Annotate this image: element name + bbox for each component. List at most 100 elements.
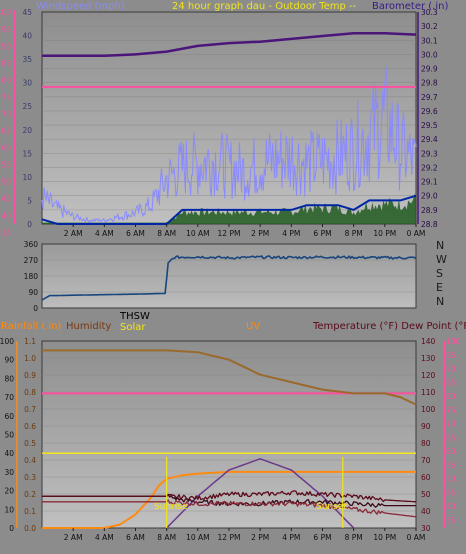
humidity-axis-title: Humidity [66, 321, 112, 332]
temperature-y-label-11: 140 [421, 337, 436, 346]
humidity-y-label-1: 10 [4, 505, 14, 514]
barometer-y-label-1: 28.9 [421, 206, 438, 215]
outer-temp-y-label-8: 75 [446, 406, 456, 415]
solar-legend: Solar [120, 322, 146, 333]
outer-temp-y-label-10: 85 [446, 378, 456, 387]
humidity-y-label-2: 20 [4, 487, 14, 496]
direction-letter-s: S [436, 267, 443, 280]
rainfall-y-label-11: 1.1 [24, 337, 36, 346]
wind-outer-y-label-7: 70 [1, 110, 11, 119]
uv-series [166, 458, 355, 529]
barometer-y-label-11: 29.9 [421, 65, 438, 74]
wind-outer-y-label-10: 85 [1, 59, 11, 68]
temperature-y-label-0: 30 [421, 524, 431, 533]
humidity-y-label-6: 60 [4, 412, 14, 421]
wind-gust-series [41, 65, 417, 223]
barometer-y-label-7: 29.5 [421, 121, 438, 130]
top-x-label-3: 8 AM [157, 229, 176, 238]
temperature-series [42, 490, 417, 503]
bottom-x-label-1: 4 AM [95, 533, 114, 542]
bottom-x-label-5: 12 PM [218, 533, 241, 542]
direction-y-label-4: 360 [24, 240, 39, 249]
top-x-label-9: 8 PM [345, 229, 363, 238]
outer-temp-y-label-0: 35 [446, 516, 456, 525]
temperature-dewpoint-axis-title: Temperature (°F) Dew Point (°F) [313, 321, 466, 332]
top-x-label-7: 4 PM [282, 229, 300, 238]
rainfall-y-label-3: 0.3 [24, 473, 36, 482]
top-x-label-1: 4 AM [95, 229, 114, 238]
top-x-label-11: 0 AM [407, 229, 426, 238]
windspeed-axis-title: Windspeed (mph) [36, 1, 125, 12]
temperature-y-label-1: 40 [421, 507, 431, 516]
sunset-label: Sunset [316, 502, 347, 512]
barometer-y-label-10: 29.8 [421, 79, 438, 88]
rainfall-y-label-5: 0.5 [24, 439, 36, 448]
wind-inner-y-label-1: 5 [27, 196, 32, 205]
wind-outer-y-label-5: 60 [1, 144, 11, 153]
graph-title: 24 hour graph dau - Outdoor Temp -- [172, 1, 357, 12]
rainfall-y-label-9: 0.9 [24, 371, 36, 380]
direction-letter-w: W [436, 253, 447, 266]
wind-inner-y-label-9: 45 [22, 8, 32, 17]
bottom-x-label-3: 8 AM [157, 533, 176, 542]
sunrise-label: Sunrise [154, 502, 188, 512]
barometer-axis-title: Barometer (.in) [372, 1, 449, 12]
humidity-y-label-4: 40 [4, 449, 14, 458]
temperature-y-label-3: 60 [421, 473, 431, 482]
outer-temp-y-label-9: 80 [446, 392, 456, 401]
bottom-x-label-11: 0 AM [407, 533, 426, 542]
bottom-x-label-10: 10 PM [373, 533, 396, 542]
direction-y-label-3: 270 [24, 256, 39, 265]
wind-outer-y-label-6: 65 [1, 127, 11, 136]
uv-legend: UV [246, 321, 261, 332]
rainfall-y-label-2: 0.2 [24, 490, 36, 499]
barometer-y-label-12: 30.0 [421, 50, 438, 59]
humidity-y-label-9: 90 [4, 356, 14, 365]
barometer-y-label-15: 30.3 [421, 8, 438, 17]
bottom-x-label-8: 6 PM [313, 533, 331, 542]
rainfall-y-label-10: 1.0 [24, 354, 36, 363]
temperature-y-label-10: 130 [421, 354, 436, 363]
outer-temp-y-label-4: 55 [446, 461, 456, 470]
wind-outer-y-label-13: 100 [0, 8, 11, 17]
top-x-label-0: 2 AM [64, 229, 83, 238]
humidity-y-label-8: 80 [4, 374, 14, 383]
outer-temp-y-label-2: 45 [446, 488, 456, 497]
wind-inner-y-label-4: 20 [22, 126, 32, 135]
barometer-y-label-3: 29.1 [421, 178, 438, 187]
outer-temp-y-label-13: 100 [446, 337, 461, 346]
humidity-series [42, 349, 417, 406]
wind-inner-y-label-3: 15 [22, 149, 32, 158]
humidity-y-label-5: 50 [4, 431, 14, 440]
direction-y-label-0: 0 [33, 304, 38, 313]
top-x-label-6: 2 PM [251, 229, 269, 238]
rainfall-axis-title: Rainfall (.in) [1, 321, 62, 332]
temperature-y-label-5: 80 [421, 439, 431, 448]
temperature-y-label-6: 90 [421, 422, 431, 431]
humidity-y-label-3: 30 [4, 468, 14, 477]
humidity-y-label-10: 100 [0, 337, 14, 346]
bottom-x-label-2: 6 AM [126, 533, 145, 542]
wind-outer-y-label-0: 35 [1, 228, 11, 237]
barometer-y-label-13: 30.1 [421, 36, 438, 45]
humidity-y-label-0: 0 [9, 524, 14, 533]
wind-inner-y-label-0: 0 [27, 220, 32, 229]
top-x-label-8: 6 PM [313, 229, 331, 238]
bottom-x-label-4: 10 AM [186, 533, 210, 542]
barometer-y-label-14: 30.2 [421, 22, 438, 31]
top-x-label-10: 10 PM [373, 229, 396, 238]
barometer-y-label-4: 29.2 [421, 163, 438, 172]
humidity-y-label-7: 70 [4, 393, 14, 402]
barometer-series [42, 31, 417, 58]
dew-point-series [42, 499, 417, 518]
wind-inner-y-label-8: 40 [22, 32, 32, 41]
outer-temp-y-label-1: 40 [446, 502, 456, 511]
wind-outer-y-label-4: 55 [1, 161, 11, 170]
temperature-y-label-7: 100 [421, 405, 436, 414]
direction-y-label-2: 180 [24, 272, 39, 281]
wind-inner-y-label-5: 25 [22, 102, 32, 111]
wind-outer-y-label-3: 50 [1, 178, 11, 187]
wind-outer-y-label-8: 75 [1, 93, 11, 102]
